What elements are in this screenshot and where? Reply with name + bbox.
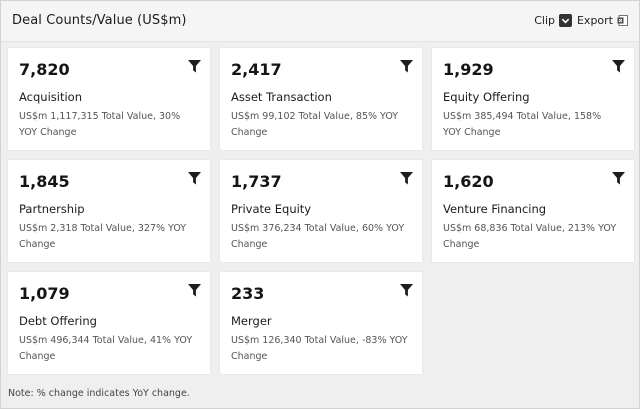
deal-type-label: Private Equity	[231, 202, 312, 216]
deal-card-acquisition: 7,820 Acquisition US$m 1,117,315 Total V…	[8, 48, 210, 150]
deal-count: 1,620	[443, 172, 494, 191]
deal-type-label: Asset Transaction	[231, 90, 332, 104]
deal-card-partnership: 1,845 Partnership US$m 2,318 Total Value…	[8, 160, 210, 262]
filter-icon[interactable]	[188, 284, 201, 297]
filter-icon[interactable]	[612, 60, 625, 73]
filter-icon[interactable]	[400, 60, 413, 73]
deal-card-debt-offering: 1,079 Debt Offering US$m 496,344 Total V…	[8, 272, 210, 374]
deal-type-label: Venture Financing	[443, 202, 547, 216]
deal-card-merger: 233 Merger US$m 126,340 Total Value, -83…	[220, 272, 422, 374]
deal-count: 1,929	[443, 60, 494, 79]
filter-icon[interactable]	[612, 172, 625, 185]
export-button[interactable]: Export	[576, 14, 613, 27]
deal-detail: US$m 68,836 Total Value, 213% YOY Change	[443, 223, 617, 250]
deal-type-label: Acquisition	[19, 90, 82, 104]
deal-card-equity-offering: 1,929 Equity Offering US$m 385,494 Total…	[432, 48, 634, 150]
checkmark-icon	[561, 18, 570, 24]
deal-detail: US$m 126,340 Total Value, -83% YOY Chang…	[231, 335, 408, 362]
deal-card-venture-financing: 1,620 Venture Financing US$m 68,836 Tota…	[432, 160, 634, 262]
deal-count: 233	[231, 284, 265, 303]
deal-detail: US$m 2,318 Total Value, 327% YOY Change	[19, 223, 187, 250]
panel-header: Deal Counts/Value (US$m) Clip Export	[1, 1, 639, 42]
clip-checkbox[interactable]	[558, 14, 572, 27]
filter-icon[interactable]	[188, 172, 201, 185]
deal-count: 1,079	[19, 284, 70, 303]
filter-icon[interactable]	[400, 172, 413, 185]
deal-card-private-equity: 1,737 Private Equity US$m 376,234 Total …	[220, 160, 422, 262]
deal-detail: US$m 385,494 Total Value, 158% YOY Chang…	[443, 111, 602, 138]
filter-icon[interactable]	[188, 60, 201, 73]
deal-detail: US$m 496,344 Total Value, 41% YOY Change	[19, 335, 193, 362]
deal-count: 1,737	[231, 172, 282, 191]
deal-detail: US$m 376,234 Total Value, 60% YOY Change	[231, 223, 405, 250]
filter-icon[interactable]	[400, 284, 413, 297]
deal-type-label: Debt Offering	[19, 314, 97, 328]
deal-count: 1,845	[19, 172, 70, 191]
panel-title: Deal Counts/Value (US$m)	[12, 13, 187, 28]
deal-count: 2,417	[231, 60, 282, 79]
deal-card-asset-transaction: 2,417 Asset Transaction US$m 99,102 Tota…	[220, 48, 422, 150]
deal-detail: US$m 99,102 Total Value, 85% YOY Change	[231, 111, 399, 138]
deal-type-label: Partnership	[19, 202, 85, 216]
header-actions: Clip Export	[534, 14, 628, 27]
deal-type-label: Equity Offering	[443, 90, 530, 104]
deal-type-label: Merger	[231, 314, 272, 328]
deal-count: 7,820	[19, 60, 70, 79]
footnote: Note: % change indicates YoY change.	[8, 388, 190, 399]
clip-label[interactable]: Clip	[534, 14, 555, 27]
deal-detail: US$m 1,117,315 Total Value, 30% YOY Chan…	[19, 111, 181, 138]
excel-icon[interactable]	[617, 15, 628, 26]
